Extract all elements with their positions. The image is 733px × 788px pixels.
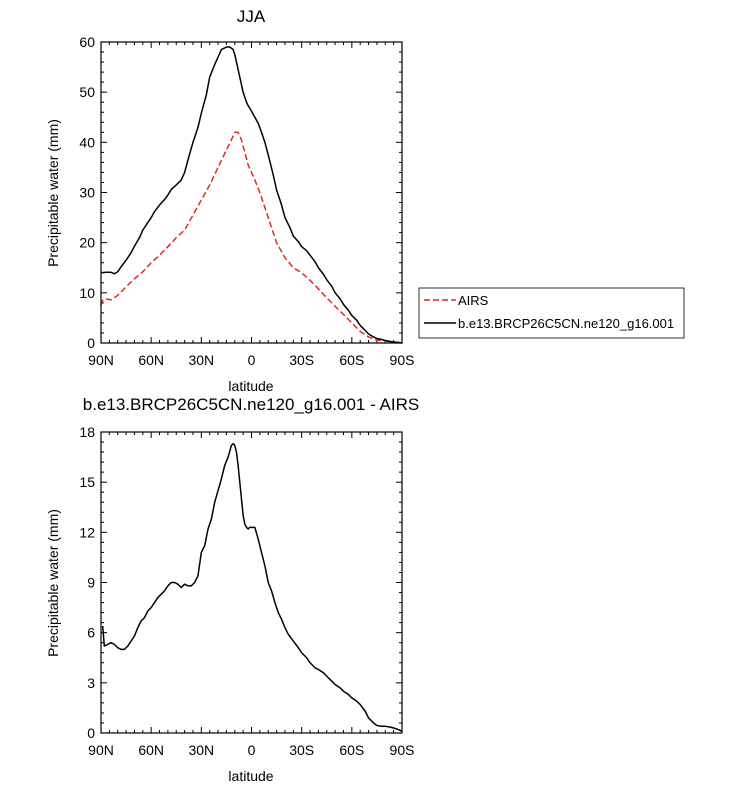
plot-frame-top (100, 41, 403, 344)
legend: AIRS b.e13.BRCP26C5CN.ne120_g16.001 (418, 287, 685, 339)
x-tick-label: 0 (248, 742, 256, 758)
panel-top: JJA Precipitable water (mm) latitude 90N… (45, 7, 414, 394)
x-tick-label: 90S (390, 742, 415, 758)
y-tick-label: 30 (79, 185, 95, 201)
x-tick-label: 90N (88, 742, 114, 758)
x-tick-label: 90N (88, 352, 114, 368)
x-axis-label-bottom: latitude (228, 768, 273, 784)
series-line-b-e13-brcp26c5cn-ne120-g16-001 (100, 46, 403, 344)
y-tick-label: 0 (87, 335, 95, 351)
x-axis-label-top: latitude (228, 378, 273, 394)
x-tick-label: 90S (390, 352, 415, 368)
x-tick-label: 60S (339, 352, 364, 368)
y-tick-label: 6 (87, 625, 95, 641)
y-axis-label-top: Precipitable water (mm) (45, 119, 61, 267)
legend-box (418, 287, 685, 339)
y-tick-label: 0 (87, 725, 95, 741)
x-tick-label: 60N (138, 352, 164, 368)
legend-entry-model: b.e13.BRCP26C5CN.ne120_g16.001 (458, 316, 674, 331)
y-tick-label: 3 (87, 675, 95, 691)
y-tick-label: 10 (79, 285, 95, 301)
chart-title-bottom: b.e13.BRCP26C5CN.ne120_g16.001 - AIRS (83, 395, 419, 414)
y-tick-label: 60 (79, 34, 95, 50)
y-tick-label: 12 (79, 524, 95, 540)
tick-layer-top: 90N 60N 30N 0 30S 60S 90S 0 10 20 30 40 50 60 (79, 34, 414, 368)
y-tick-label: 20 (79, 235, 95, 251)
series-layer-bottom (101, 442, 403, 733)
plot-frame-bottom (100, 431, 403, 734)
y-tick-label: 18 (79, 424, 95, 440)
chart-title-top: JJA (237, 7, 266, 26)
x-tick-label: 60N (138, 742, 164, 758)
x-tick-label: 30N (188, 742, 214, 758)
y-tick-label: 40 (79, 134, 95, 150)
panel-bottom: b.e13.BRCP26C5CN.ne120_g16.001 - AIRS Pr… (45, 395, 419, 784)
series-layer-top (100, 46, 403, 344)
series-line-b-e13-brcp26c5cn-ne120-g16-001-airs (101, 442, 403, 733)
x-tick-label: 30N (188, 352, 214, 368)
tick-layer-bottom: 90N 60N 30N 0 30S 60S 90S 0 3 6 9 12 15 18 (79, 424, 414, 758)
y-axis-label-bottom: Precipitable water (mm) (45, 509, 61, 657)
series-line-airs (100, 131, 403, 344)
y-tick-label: 50 (79, 84, 95, 100)
y-tick-label: 9 (87, 575, 95, 591)
y-tick-label: 15 (79, 474, 95, 490)
x-tick-label: 30S (289, 352, 314, 368)
x-tick-label: 30S (289, 742, 314, 758)
legend-entry-airs: AIRS (458, 293, 489, 308)
x-tick-label: 60S (339, 742, 364, 758)
x-tick-label: 0 (248, 352, 256, 368)
